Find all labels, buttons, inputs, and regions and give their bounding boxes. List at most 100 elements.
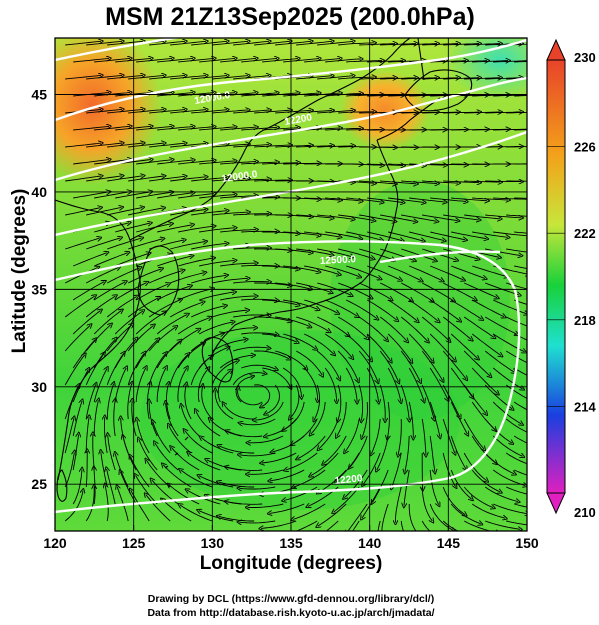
streamline xyxy=(254,283,290,286)
streamline xyxy=(248,469,284,474)
streamline xyxy=(254,350,289,359)
streamline xyxy=(290,384,300,418)
streamline xyxy=(177,368,187,403)
streamline xyxy=(408,401,413,438)
streamline xyxy=(492,469,525,486)
streamline xyxy=(464,282,497,298)
streamline xyxy=(114,311,143,335)
streamline xyxy=(296,76,332,80)
streamline xyxy=(442,350,466,379)
streamline xyxy=(350,435,368,467)
streamline xyxy=(493,299,526,314)
streamline xyxy=(338,77,374,79)
streamline xyxy=(212,110,248,114)
streamline xyxy=(255,401,284,420)
streamline xyxy=(233,41,269,46)
streamline xyxy=(233,347,269,352)
x-tick-label: 120 xyxy=(43,535,67,551)
streamline xyxy=(266,418,297,436)
streamline xyxy=(127,326,153,352)
y-tick-label: 30 xyxy=(31,379,47,395)
streamline xyxy=(484,452,514,474)
streamline xyxy=(429,367,448,399)
streamline xyxy=(284,486,318,501)
streamline xyxy=(157,58,193,63)
streamline xyxy=(405,435,410,472)
streamline xyxy=(270,503,305,513)
streamline xyxy=(262,59,298,63)
y-tick-label: 45 xyxy=(31,87,47,103)
streamline xyxy=(282,367,301,397)
streamline xyxy=(114,400,115,437)
streamline xyxy=(484,384,512,409)
streamline xyxy=(346,231,381,240)
streamline xyxy=(65,208,100,216)
streamline xyxy=(86,143,122,148)
streamline xyxy=(359,44,395,45)
streamline xyxy=(156,368,166,402)
streamline xyxy=(324,333,352,358)
chart-title: MSM 21Z13Sep2025 (200.0hPa) xyxy=(105,3,475,31)
streamline xyxy=(325,197,361,201)
streamline xyxy=(220,263,256,267)
streamline xyxy=(421,384,434,419)
streamline xyxy=(115,58,151,63)
streamline xyxy=(94,58,130,63)
streamline xyxy=(85,296,115,318)
streamline xyxy=(514,95,527,97)
streamline xyxy=(233,179,269,181)
streamline xyxy=(359,180,395,184)
streamline xyxy=(336,452,360,481)
streamline xyxy=(85,487,94,522)
streamline xyxy=(106,353,124,386)
streamline xyxy=(514,129,527,131)
streamline xyxy=(254,384,271,407)
streamline xyxy=(107,208,142,216)
streamline xyxy=(136,160,172,165)
streamline xyxy=(324,435,347,464)
x-tick-label: 150 xyxy=(515,535,539,551)
streamline xyxy=(219,446,255,454)
streamline xyxy=(148,300,180,318)
streamline xyxy=(178,127,214,131)
streamline xyxy=(429,469,439,505)
streamline xyxy=(317,316,348,335)
streamline xyxy=(233,214,269,215)
streamline xyxy=(94,192,129,199)
streamline xyxy=(128,75,164,80)
streamline xyxy=(304,265,339,274)
streamline xyxy=(65,176,101,182)
streamline xyxy=(463,418,484,449)
streamline xyxy=(471,299,504,317)
streamline xyxy=(388,197,424,202)
streamline xyxy=(254,41,290,46)
streamline xyxy=(283,299,318,309)
streamline xyxy=(275,110,311,114)
streamline xyxy=(220,328,255,335)
streamline xyxy=(493,198,527,199)
streamline xyxy=(316,350,339,379)
streamline xyxy=(199,161,235,165)
streamline xyxy=(400,384,409,420)
streamline xyxy=(505,452,527,465)
streamline xyxy=(304,128,340,130)
streamline xyxy=(241,333,277,335)
streamline xyxy=(362,486,381,518)
streamline xyxy=(275,41,311,46)
streamline xyxy=(396,486,402,523)
streamline xyxy=(191,275,226,284)
streamline xyxy=(190,356,212,386)
streamline xyxy=(463,350,490,376)
streamline xyxy=(429,435,435,472)
streamline xyxy=(272,435,305,452)
streamline xyxy=(463,316,494,337)
streamline xyxy=(345,367,357,402)
streamline xyxy=(377,520,381,531)
streamline xyxy=(464,44,500,46)
streamline xyxy=(262,163,298,164)
streamline xyxy=(463,384,486,414)
streamline xyxy=(73,58,109,63)
streamline xyxy=(296,146,332,147)
streamline xyxy=(171,447,200,471)
